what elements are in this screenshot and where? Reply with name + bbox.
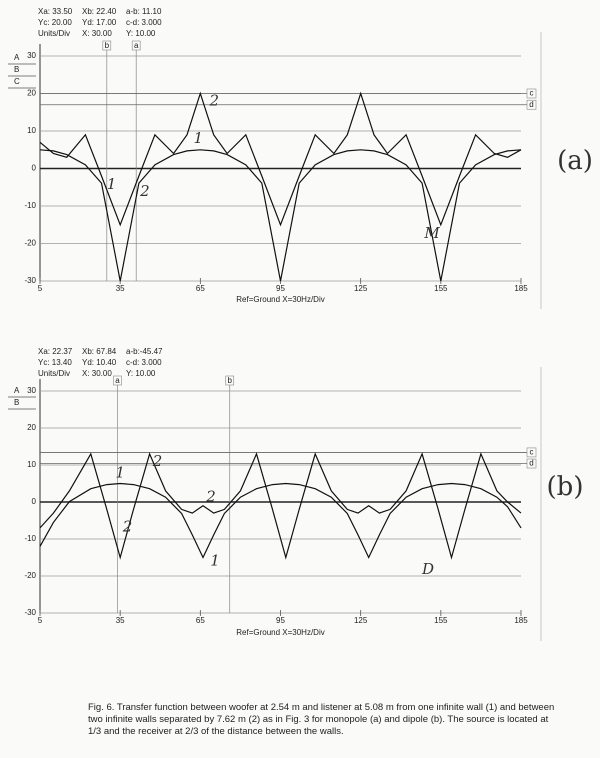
readout: Xb: 67.84 xyxy=(82,347,117,356)
series-label: 2 xyxy=(139,182,150,200)
readout: X: 30.00 xyxy=(82,369,112,378)
x-cursor-label: b xyxy=(105,41,110,50)
x-cursor-label: b xyxy=(228,376,233,385)
series-line xyxy=(39,149,522,282)
readout: Xb: 22.40 xyxy=(82,7,117,16)
y-tick-label: 10 xyxy=(27,460,36,469)
panel-label: (b) xyxy=(547,472,584,502)
series-line xyxy=(39,482,522,559)
annotation: D xyxy=(421,560,434,578)
series-label: 1 xyxy=(194,129,204,147)
y-tick-label: 10 xyxy=(27,126,36,135)
x-tick-label: 35 xyxy=(116,616,125,625)
readout: Xa: 22.37 xyxy=(38,347,73,356)
y-tick-label: -10 xyxy=(24,534,36,543)
series-label: 1 xyxy=(210,552,220,570)
y-tick-label: -30 xyxy=(24,276,36,285)
side-label: B xyxy=(14,65,19,74)
series-label: 2 xyxy=(209,92,220,110)
readout: Yc: 20.00 xyxy=(38,18,72,27)
x-cursor-label: a xyxy=(134,41,139,50)
side-label: B xyxy=(14,398,19,407)
series-label: 2 xyxy=(152,452,163,470)
readout: Units/Div xyxy=(38,369,70,378)
y-tick-label: 20 xyxy=(27,89,36,98)
caption: Fig. 6. Transfer function between woofer… xyxy=(88,702,555,737)
y-tick-label: -30 xyxy=(24,608,36,617)
x-axis-label: Ref=Ground X=30Hz/Div xyxy=(236,628,325,637)
x-tick-label: 5 xyxy=(38,616,43,625)
cursor-tag xyxy=(225,375,235,386)
x-tick-label: 35 xyxy=(116,284,125,293)
x-tick-label: 155 xyxy=(434,616,448,625)
y-tick-label: 20 xyxy=(27,423,36,432)
series-line xyxy=(39,91,522,227)
series-label: 1 xyxy=(107,175,117,193)
cursor-tag xyxy=(113,375,122,386)
readout: Y: 10.00 xyxy=(126,369,156,378)
readout: c-d: 3.000 xyxy=(126,358,162,367)
y-tick-label: -20 xyxy=(24,239,36,248)
x-axis-label: Ref=Ground X=30Hz/Div xyxy=(236,295,325,304)
y-tick-label: -10 xyxy=(24,201,36,210)
side-label: A xyxy=(14,53,20,62)
x-tick-label: 185 xyxy=(514,284,528,293)
readout: X: 30.00 xyxy=(82,29,112,38)
cursor-tag xyxy=(131,40,141,51)
y-tick-label: 0 xyxy=(32,164,37,173)
cursor-tag xyxy=(526,447,537,458)
readout: Y: 10.00 xyxy=(126,29,156,38)
readout: a-b: 11.10 xyxy=(126,7,162,16)
panel-label: (a) xyxy=(557,146,593,176)
readout: a-b:-45.47 xyxy=(126,347,163,356)
series-label: 1 xyxy=(115,464,125,482)
y-cursor-label: d xyxy=(529,459,533,468)
x-tick-label: 125 xyxy=(354,616,368,625)
readout: Xa: 33.50 xyxy=(38,7,73,16)
readout: Units/Div xyxy=(38,29,70,38)
x-tick-label: 125 xyxy=(354,284,368,293)
y-tick-label: 30 xyxy=(27,386,36,395)
cursor-tag xyxy=(102,40,112,51)
readout: Yd: 17.00 xyxy=(82,18,117,27)
x-tick-label: 65 xyxy=(196,616,205,625)
series-label: 2 xyxy=(205,488,216,506)
annotation: M xyxy=(423,224,440,242)
y-tick-label: 0 xyxy=(32,497,37,506)
side-label: A xyxy=(14,386,20,395)
x-tick-label: 95 xyxy=(276,616,285,625)
readout: Yc: 13.40 xyxy=(38,358,72,367)
figure: Xa: 33.50 Xb: 22.40 a-b: 11.10 Yc: 20.00 Yd:… xyxy=(8,7,593,641)
x-cursor-label: a xyxy=(115,376,120,385)
y-cursor-label: c xyxy=(530,89,534,98)
cursor-tag xyxy=(526,458,537,469)
series-label: 2 xyxy=(122,517,133,535)
y-tick-label: -20 xyxy=(24,571,36,580)
y-tick-label: 30 xyxy=(27,51,36,60)
y-cursor-label: c xyxy=(530,448,534,457)
x-tick-label: 65 xyxy=(196,284,205,293)
x-tick-label: 185 xyxy=(514,616,528,625)
series-line xyxy=(39,452,522,560)
readout: c-d: 3.000 xyxy=(126,18,162,27)
y-cursor-label: d xyxy=(529,100,533,109)
x-tick-label: 95 xyxy=(276,284,285,293)
cursor-tag xyxy=(526,99,537,110)
cursor-tag xyxy=(526,88,537,99)
readout: Yd: 10.40 xyxy=(82,358,117,367)
side-label: C xyxy=(14,77,20,86)
x-tick-label: 5 xyxy=(38,284,43,293)
x-tick-label: 155 xyxy=(434,284,448,293)
